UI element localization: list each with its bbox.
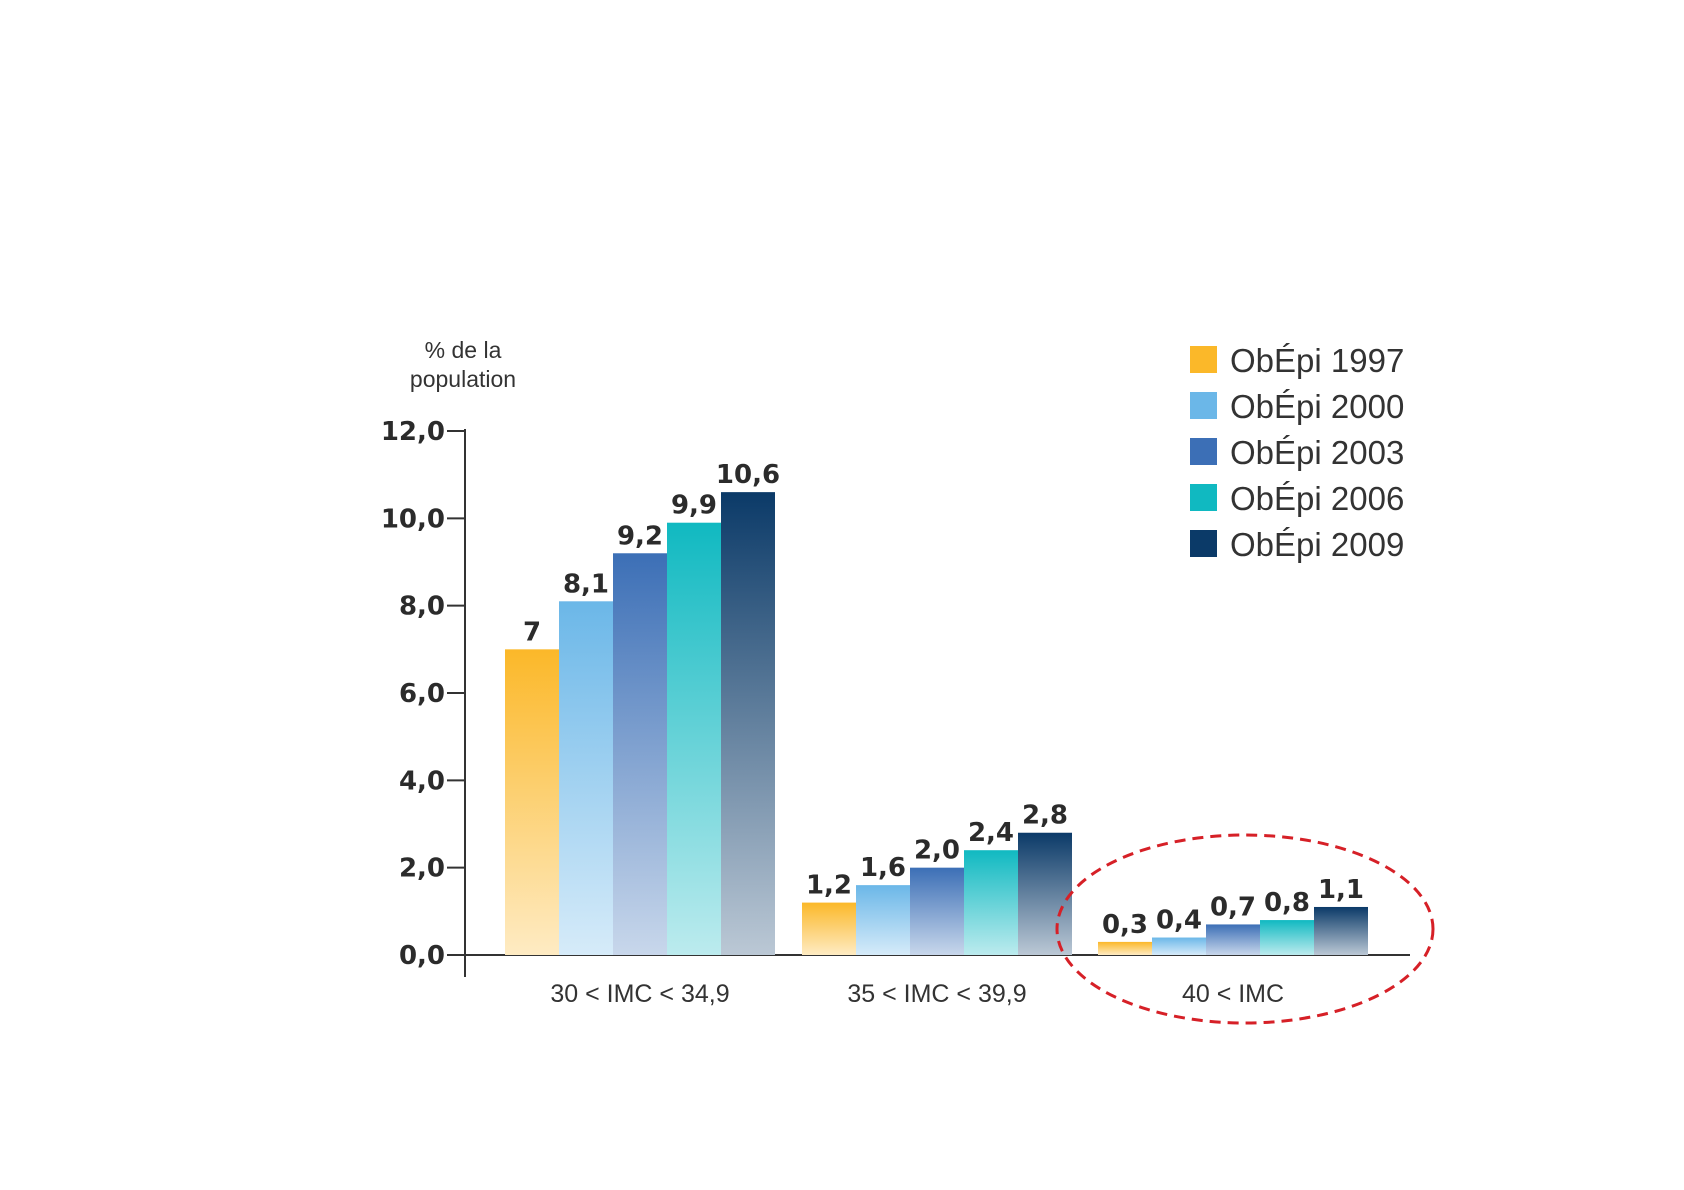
bar-value-label: 0,3 xyxy=(1102,910,1148,940)
bar xyxy=(1260,920,1314,955)
bar-value-label: 9,2 xyxy=(617,521,663,551)
bar-value-label: 0,7 xyxy=(1210,892,1256,922)
y-tick-label: 12,0 xyxy=(381,417,445,447)
bar-value-label: 0,8 xyxy=(1264,888,1310,918)
bar-value-label: 2,8 xyxy=(1022,801,1068,831)
highlight-ellipse xyxy=(1055,833,1435,1025)
chart-axes: % de la population 0,0 2,0 4,0 6,0 8,0 10,0 12,0… xyxy=(381,337,1410,1008)
legend-label: ObÉpi 2009 xyxy=(1230,526,1404,563)
legend-swatch xyxy=(1190,530,1217,557)
data-labels: 7 8,1 9,2 9,910,6 1,2 1,6 2,0 2,4 2,8 0,3 0,4 0,7 0,… xyxy=(523,460,1364,940)
x-category-label: 30 < IMC < 34,9 xyxy=(550,980,729,1008)
bar xyxy=(1314,906,1368,955)
y-tick-label: 6,0 xyxy=(399,679,445,709)
bar xyxy=(964,850,1018,955)
bar-value-label: 1,6 xyxy=(860,853,906,883)
bar xyxy=(1206,924,1260,955)
legend-label: ObÉpi 2003 xyxy=(1230,434,1404,471)
legend-label: ObÉpi 2006 xyxy=(1230,480,1404,517)
annotation-layer xyxy=(1055,833,1435,1025)
y-tick-label: 10,0 xyxy=(381,504,445,534)
legend-label: ObÉpi 2000 xyxy=(1230,388,1404,425)
bar-value-label: 1,1 xyxy=(1318,875,1364,905)
y-tick-label: 2,0 xyxy=(399,854,445,884)
bar-value-label: 10,6 xyxy=(716,460,780,490)
y-tick-label: 0,0 xyxy=(399,941,445,971)
x-category-label: 40 < IMC xyxy=(1182,980,1284,1008)
bar-value-label: 9,9 xyxy=(671,491,717,521)
legend-label: ObÉpi 1997 xyxy=(1230,342,1404,379)
bar-value-label: 2,0 xyxy=(914,836,960,866)
x-category-label: 35 < IMC < 39,9 xyxy=(847,980,1026,1008)
bar xyxy=(613,553,667,955)
bar xyxy=(1152,937,1206,955)
bar xyxy=(559,601,613,955)
bar-value-label: 2,4 xyxy=(968,818,1014,848)
bar-value-label: 7 xyxy=(523,617,541,647)
bar xyxy=(1098,941,1152,955)
bar xyxy=(505,649,559,955)
legend-swatch xyxy=(1190,392,1217,419)
legend-swatch xyxy=(1190,484,1217,511)
bar-value-label: 8,1 xyxy=(563,569,609,599)
bar xyxy=(721,492,775,955)
legend-swatch xyxy=(1190,438,1217,465)
y-tick-label: 4,0 xyxy=(399,766,445,796)
bar xyxy=(802,902,856,955)
bar xyxy=(856,885,910,955)
bar xyxy=(910,867,964,955)
y-axis-title: % de la population xyxy=(410,337,516,392)
legend-swatch xyxy=(1190,346,1217,373)
chart-bars xyxy=(505,492,1368,955)
bar xyxy=(1018,832,1072,955)
bar-value-label: 1,2 xyxy=(806,871,852,901)
bar-value-label: 0,4 xyxy=(1156,906,1202,936)
chart-legend: ObÉpi 1997 ObÉpi 2000 ObÉpi 2003 ObÉpi 2006… xyxy=(1190,342,1404,563)
bar xyxy=(667,522,721,955)
y-tick-label: 8,0 xyxy=(399,592,445,622)
